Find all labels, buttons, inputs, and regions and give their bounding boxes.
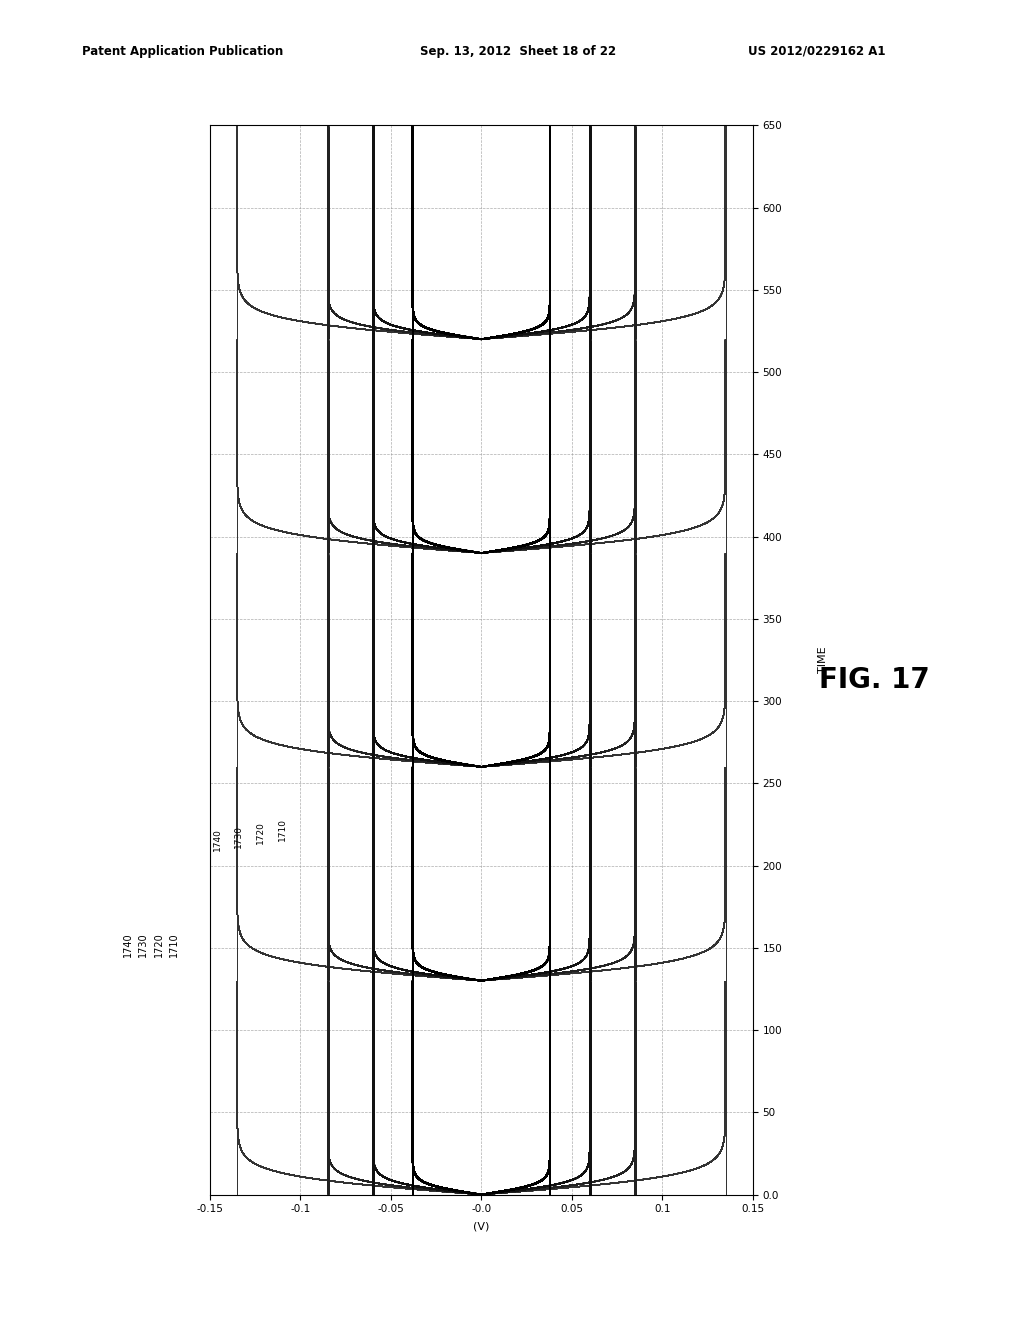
Text: 1730: 1730	[234, 825, 244, 847]
Text: Patent Application Publication: Patent Application Publication	[82, 45, 284, 58]
Text: 1720: 1720	[154, 932, 164, 957]
Text: US 2012/0229162 A1: US 2012/0229162 A1	[748, 45, 885, 58]
Text: FIG. 17: FIG. 17	[819, 665, 930, 694]
Text: 1720: 1720	[256, 821, 265, 845]
Text: 1710: 1710	[278, 818, 287, 841]
Text: 1710: 1710	[169, 932, 179, 957]
X-axis label: (V): (V)	[473, 1221, 489, 1232]
Text: Sep. 13, 2012  Sheet 18 of 22: Sep. 13, 2012 Sheet 18 of 22	[420, 45, 616, 58]
Text: 1740: 1740	[123, 932, 133, 957]
Y-axis label: TIME: TIME	[818, 647, 827, 673]
Text: 1730: 1730	[138, 932, 148, 957]
Text: 1740: 1740	[213, 828, 221, 851]
